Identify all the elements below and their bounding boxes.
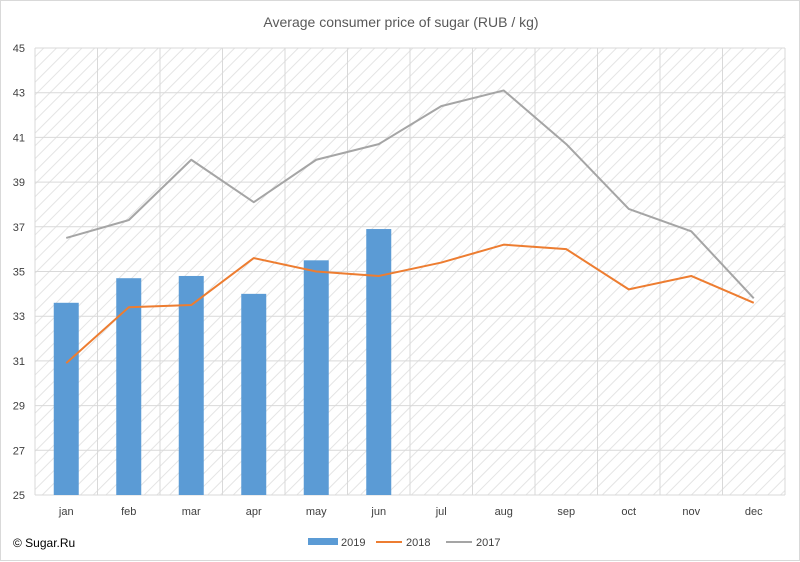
x-tick-label: jul	[435, 506, 447, 518]
line-series-2017	[65, 89, 755, 300]
y-tick-label: 35	[13, 267, 25, 279]
x-tick-label: mar	[182, 506, 201, 518]
x-tick-label: oct	[621, 506, 636, 518]
bar-2019-feb	[116, 278, 142, 495]
x-tick-label: nov	[682, 506, 700, 518]
bar-2019-jan	[53, 302, 79, 495]
legend-swatch-2019	[308, 538, 338, 545]
x-tick-label: sep	[557, 506, 575, 518]
y-tick-label: 27	[13, 445, 25, 457]
sugar-ru-copyright: © Sugar.Ru	[13, 536, 76, 550]
grid-layer	[34, 47, 786, 496]
legend-label-2018: 2018	[406, 537, 430, 549]
bar-2019-may	[303, 260, 329, 495]
y-tick-label: 41	[13, 132, 25, 144]
x-axis-ticks: jan feb mar apr may jun jul aug sep oct nov dec	[58, 506, 763, 518]
bar-2019-apr	[241, 293, 267, 495]
y-axis-ticks: 25 27 29 31 33 35 37 39 41 43 45	[13, 43, 25, 502]
line-series-2018	[65, 243, 755, 364]
chart-title: Average consumer price of sugar (RUB / k…	[263, 14, 538, 30]
bar-2019-jun	[366, 229, 392, 495]
bar-2019-mar	[178, 275, 204, 495]
x-tick-label: aug	[495, 506, 513, 518]
legend-label-2019: 2019	[341, 537, 365, 549]
y-tick-label: 45	[13, 43, 25, 55]
legend: 2019 2018 2017	[308, 537, 500, 549]
line-layer	[65, 89, 755, 364]
y-tick-label: 31	[13, 356, 25, 368]
legend-label-2017: 2017	[476, 537, 500, 549]
y-tick-label: 37	[13, 222, 25, 234]
y-tick-label: 43	[13, 88, 25, 100]
y-tick-label: 29	[13, 401, 25, 413]
x-tick-label: apr	[246, 506, 262, 518]
y-tick-label: 39	[13, 177, 25, 189]
y-tick-label: 33	[13, 311, 25, 323]
x-tick-label: jun	[370, 506, 386, 518]
y-tick-label: 25	[13, 490, 25, 502]
x-tick-label: may	[306, 506, 327, 518]
x-tick-label: dec	[745, 506, 763, 518]
x-tick-label: feb	[121, 506, 136, 518]
x-tick-label: jan	[58, 506, 74, 518]
